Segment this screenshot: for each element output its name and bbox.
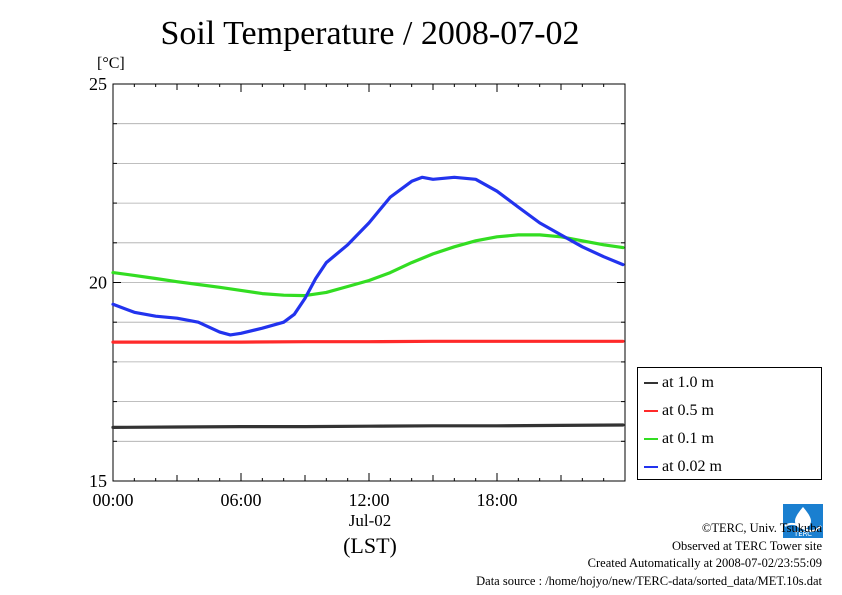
- credits-block: ©TERC, Univ. Tsukuba Observed at TERC To…: [476, 520, 822, 590]
- x-axis-label: (LST): [343, 533, 397, 558]
- x-tick-label: 06:00: [220, 490, 261, 510]
- legend-swatch: [644, 382, 658, 384]
- terc-logo: TERC: [783, 504, 823, 538]
- series-line-3: [111, 175, 625, 337]
- source-text: Data source : /home/hojyo/new/TERC-data/…: [476, 573, 822, 588]
- y-tick-label: 15: [89, 471, 107, 491]
- legend-item: at 0.02 m: [644, 456, 722, 478]
- x-tick-label: 12:00: [348, 490, 389, 510]
- legend-swatch: [644, 410, 658, 412]
- created-text: Created Automatically at 2008-07-02/23:5…: [587, 556, 822, 570]
- legend-swatch: [644, 438, 658, 440]
- legend-swatch: [644, 466, 658, 468]
- series-line-0: [111, 423, 625, 429]
- legend-label: at 1.0 m: [662, 374, 714, 391]
- x-tick-label: 18:00: [476, 490, 517, 510]
- series-line-2: [111, 233, 625, 298]
- observed-text: Observed at TERC Tower site: [671, 538, 822, 553]
- legend-label: at 0.1 m: [662, 430, 714, 447]
- x-tick-label: 00:00: [92, 490, 133, 510]
- copyright-text: ©TERC, Univ. Tsukuba: [701, 521, 822, 535]
- series-line-1: [111, 339, 625, 344]
- legend-label: at 0.5 m: [662, 402, 714, 419]
- y-unit-label: [°C]: [97, 55, 125, 72]
- legend: at 1.0 m at 0.5 m at 0.1 m at 0.02 m: [637, 367, 822, 480]
- y-tick-label: 25: [89, 74, 107, 94]
- chart-title: Soil Temperature / 2008-07-02: [160, 15, 580, 52]
- y-tick-label: 20: [89, 273, 107, 293]
- legend-item: at 0.1 m: [644, 428, 714, 450]
- logo-text: TERC: [793, 530, 812, 538]
- legend-item: at 0.5 m: [644, 400, 714, 422]
- legend-label: at 0.02 m: [662, 458, 722, 475]
- legend-item: at 1.0 m: [644, 372, 714, 394]
- x-date-label: Jul-02: [348, 511, 392, 530]
